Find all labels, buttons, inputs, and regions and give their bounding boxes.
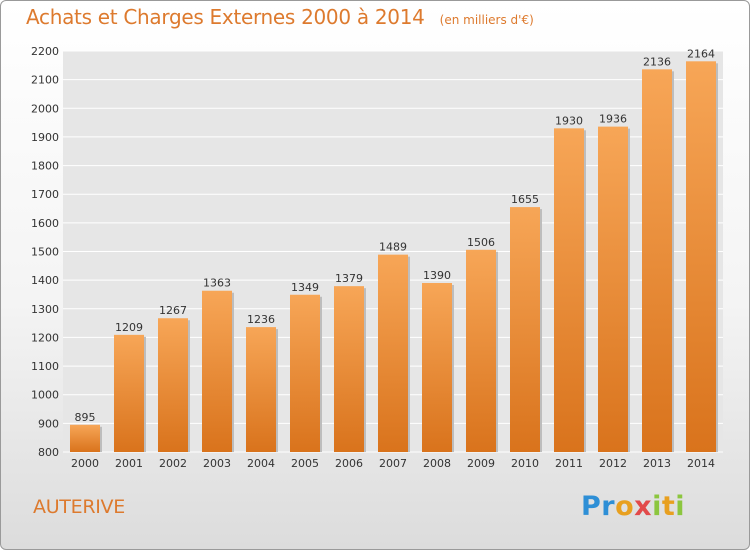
bar (290, 294, 320, 452)
x-tick-label: 2011 (555, 457, 583, 470)
bar (686, 61, 716, 452)
value-labels: 895 1209 1267 1363 1236 1349 1379 1489 1390 1506 1… (75, 47, 716, 423)
bar (70, 424, 100, 452)
x-tick-label: 2013 (643, 457, 671, 470)
bar (422, 283, 452, 452)
value-label: 1390 (423, 269, 451, 282)
value-label: 1209 (115, 321, 143, 334)
value-label: 1379 (335, 272, 363, 285)
bar (510, 207, 540, 452)
x-tick-label: 2009 (467, 457, 495, 470)
value-label: 1930 (555, 114, 583, 127)
y-tick-label: 1600 (31, 217, 59, 230)
value-label: 1936 (599, 113, 627, 126)
y-tick-label: 900 (38, 417, 59, 430)
bar (642, 69, 672, 453)
y-tick-label: 1200 (31, 331, 59, 344)
value-label: 895 (75, 411, 96, 424)
bar (246, 327, 276, 452)
value-label: 1506 (467, 236, 495, 249)
y-tick-label: 2000 (31, 102, 59, 115)
y-tick-label: 1400 (31, 274, 59, 287)
y-tick-label: 1900 (31, 131, 59, 144)
bar (202, 290, 232, 452)
y-tick-label: 2200 (31, 45, 59, 58)
chart-title: Achats et Charges Externes 2000 à 2014 (26, 5, 425, 29)
y-tick-label: 1100 (31, 360, 59, 373)
x-tick-label: 2012 (599, 457, 627, 470)
x-tick-label: 2010 (511, 457, 539, 470)
value-label: 1489 (379, 241, 407, 254)
x-tick-label: 2005 (291, 457, 319, 470)
y-tick-label: 1000 (31, 389, 59, 402)
bar (114, 334, 144, 452)
x-tick-label: 2006 (335, 457, 363, 470)
value-label: 2136 (643, 55, 671, 68)
x-tick-label: 2000 (71, 457, 99, 470)
y-tick-label: 1300 (31, 303, 59, 316)
x-tick-label: 2004 (247, 457, 275, 470)
x-tick-label: 2008 (423, 457, 451, 470)
bar (598, 126, 628, 453)
value-label: 1236 (247, 313, 275, 326)
bar (158, 318, 188, 452)
bar (378, 254, 408, 452)
x-axis: 2000 2001 2002 2003 2004 2005 2006 2007 2008 2009… (71, 457, 715, 470)
proxiti-logo: Proxiti (581, 491, 686, 522)
y-tick-label: 2100 (31, 74, 59, 87)
y-tick-label: 1800 (31, 160, 59, 173)
bar (466, 249, 496, 452)
bar (334, 286, 364, 452)
y-axis: 800 900 1000 1100 1200 1300 1400 1500 1600 1700 18… (31, 45, 59, 459)
x-tick-label: 2002 (159, 457, 187, 470)
commune-name: AUTERIVE (33, 496, 125, 518)
y-tick-label: 1700 (31, 188, 59, 201)
y-tick-label: 1500 (31, 246, 59, 259)
y-tick-label: 800 (38, 446, 59, 459)
x-tick-label: 2014 (687, 457, 715, 470)
value-label: 2164 (687, 47, 715, 60)
x-tick-label: 2001 (115, 457, 143, 470)
value-label: 1655 (511, 193, 539, 206)
chart-unit: (en milliers d'€) (439, 13, 534, 27)
value-label: 1267 (159, 304, 187, 317)
value-label: 1349 (291, 281, 319, 294)
bars (70, 61, 718, 453)
x-tick-label: 2003 (203, 457, 231, 470)
value-label: 1363 (203, 277, 231, 290)
x-tick-label: 2007 (379, 457, 407, 470)
title-row: Achats et Charges Externes 2000 à 2014 (… (26, 5, 534, 29)
bar (554, 128, 584, 452)
